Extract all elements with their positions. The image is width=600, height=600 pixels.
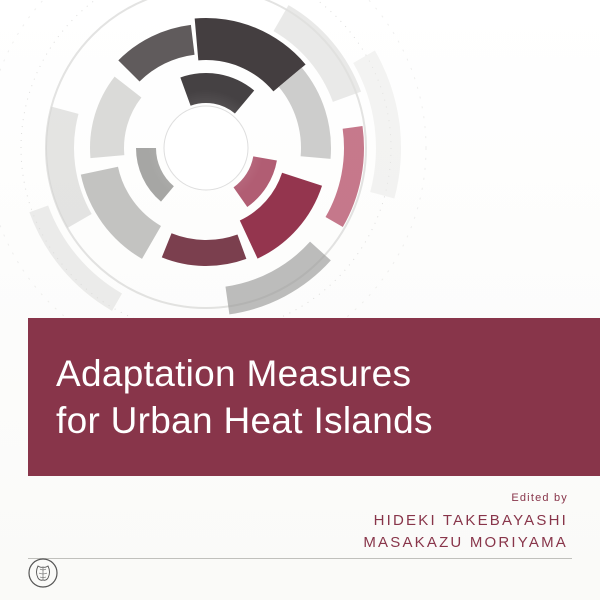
edited-by-label: Edited by (363, 492, 568, 504)
book-cover: Adaptation Measures for Urban Heat Islan… (0, 0, 600, 600)
publisher-logo (28, 558, 58, 588)
editors-block: Edited by HIDEKI TAKEBAYASHI MASAKAZU MO… (363, 492, 568, 554)
title-line-2: for Urban Heat Islands (56, 400, 433, 441)
editor-name-2: MASAKAZU MORIYAMA (363, 532, 568, 554)
title-band: Adaptation Measures for Urban Heat Islan… (28, 318, 600, 476)
cover-graphic (0, 0, 600, 320)
divider-line (28, 558, 572, 559)
book-title: Adaptation Measures for Urban Heat Islan… (56, 350, 433, 445)
title-line-1: Adaptation Measures (56, 353, 411, 394)
editor-name-1: HIDEKI TAKEBAYASHI (363, 510, 568, 532)
